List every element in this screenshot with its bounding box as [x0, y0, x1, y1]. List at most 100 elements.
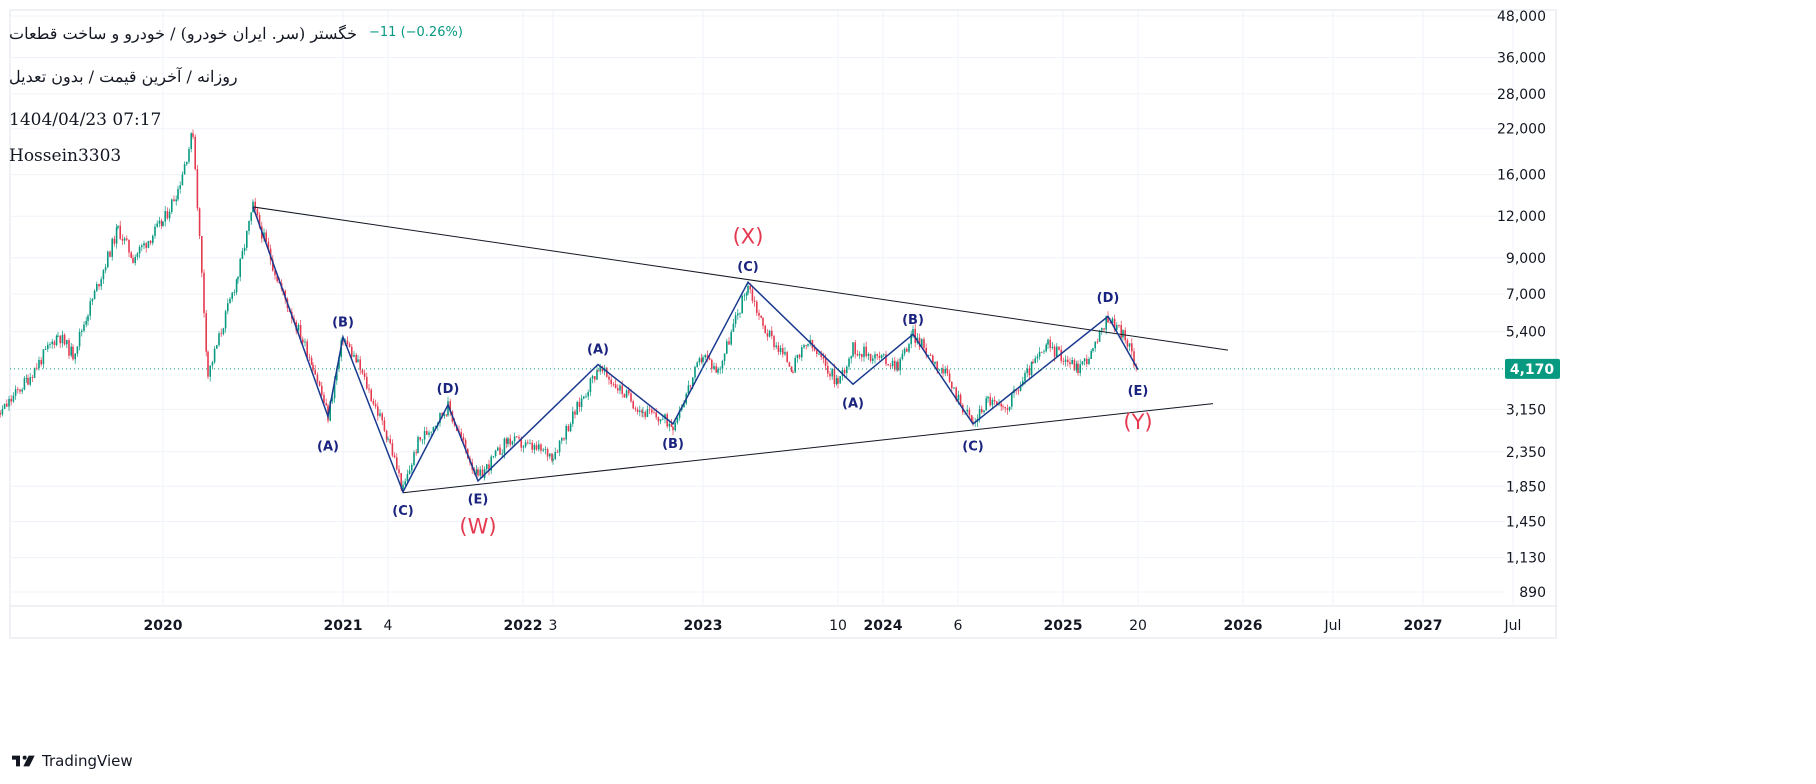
symbol-title[interactable]: خگستر (سر. ایران خودرو) / خودرو و ساخت ق…	[9, 24, 357, 43]
candle-up	[93, 290, 96, 300]
trendline[interactable]	[402, 403, 1214, 494]
candle-up	[734, 315, 737, 324]
candle-up	[1122, 330, 1124, 338]
wave-label: (E)	[1128, 384, 1149, 399]
candle-down	[546, 449, 549, 457]
candle-down	[370, 389, 372, 402]
candle-down	[351, 346, 353, 357]
candle-down	[400, 473, 402, 490]
candle-up	[1092, 348, 1094, 352]
triangle-trendlines[interactable]	[252, 206, 1229, 494]
candle-down	[706, 355, 709, 358]
candle-down	[1133, 351, 1135, 366]
elliott-wave-path[interactable]	[252, 206, 1139, 494]
time-tick-label: Jul	[1504, 618, 1522, 634]
candle-down	[535, 445, 538, 450]
candle-up	[745, 293, 748, 296]
candle-up	[1008, 406, 1011, 410]
candle-up	[8, 398, 10, 407]
candle-up	[434, 425, 437, 427]
wave-label: (E)	[468, 493, 489, 508]
candle-up	[867, 353, 870, 357]
chart-settings-subtitle: روزانه / آخرین قیمت / بدون تعدیل	[9, 67, 238, 86]
candle-up	[186, 161, 188, 165]
candle-down	[445, 414, 448, 416]
candle-down	[1131, 343, 1133, 352]
candle-up	[721, 360, 724, 369]
candle-up	[908, 344, 910, 352]
candle-down	[1118, 325, 1120, 326]
candle-down	[813, 348, 816, 351]
candle-up	[333, 380, 336, 399]
candle-up	[910, 333, 912, 345]
candle-down	[1103, 328, 1105, 330]
candle-up	[983, 410, 985, 413]
candle-up	[387, 438, 389, 440]
candle-up	[561, 438, 563, 441]
price-tick-label: 5,400	[1506, 325, 1546, 341]
trendline[interactable]	[252, 206, 1229, 351]
candle-down	[955, 387, 957, 401]
candle-up	[49, 344, 51, 345]
candle-up	[229, 298, 231, 304]
candle-up	[423, 430, 426, 440]
candle-down	[968, 409, 971, 416]
candle-up	[171, 199, 173, 212]
candle-up	[987, 396, 989, 399]
candle-down	[192, 133, 194, 137]
candle-up	[901, 353, 904, 360]
tradingview-brand[interactable]: TradingView	[12, 752, 133, 770]
candle-up	[336, 368, 338, 381]
candle-down	[1067, 359, 1069, 363]
candle-down	[948, 373, 951, 382]
candle-up	[297, 324, 300, 331]
candle-down	[166, 211, 169, 219]
candle-up	[211, 362, 214, 366]
candle-up	[803, 345, 805, 348]
candle-up	[1011, 392, 1013, 407]
candle-up	[713, 366, 715, 369]
candle-up	[522, 446, 525, 448]
candle-up	[183, 164, 186, 175]
candle-up	[558, 440, 561, 453]
candle-up	[1094, 341, 1096, 349]
candle-down	[762, 317, 764, 326]
time-axis[interactable]: 2020 2021 4 2022 3 2023 10 2024 6 2025 20 2026 Jul 20…	[144, 618, 1522, 634]
wave-label: (B)	[332, 315, 354, 330]
candle-up	[12, 395, 15, 402]
price-axis[interactable]: 48,000 36,000 28,000 22,000 16,000 12,000 9,00…	[1497, 9, 1560, 601]
wave-polyline[interactable]	[252, 206, 1139, 494]
candle-up	[659, 419, 662, 422]
candle-up	[896, 361, 898, 370]
candle-up	[775, 345, 777, 348]
last-price-label: 4,170	[1510, 362, 1555, 378]
candle-down	[1113, 318, 1116, 330]
candle-down	[10, 398, 12, 402]
candle-down	[993, 399, 996, 402]
candle-up	[1045, 344, 1047, 352]
candle-down	[608, 376, 610, 380]
candle-up	[61, 334, 64, 344]
candle-up	[147, 240, 150, 248]
candle-up	[102, 270, 105, 280]
candle-up	[883, 354, 885, 356]
candle-down	[308, 357, 311, 359]
chart-frame	[9, 9, 1557, 639]
candle-down	[889, 365, 892, 367]
candle-up	[76, 346, 79, 354]
candle-up	[227, 303, 229, 312]
candle-up	[921, 339, 923, 347]
candle-up	[741, 296, 743, 314]
candle-down	[756, 301, 758, 313]
candle-up	[304, 341, 306, 343]
candle-up	[664, 414, 666, 419]
candle-up	[164, 211, 166, 222]
snapshot-datetime: 1404/04/23 07:17	[9, 110, 162, 130]
candle-down	[72, 346, 74, 360]
candle-down	[1028, 368, 1031, 376]
candle-down	[869, 353, 872, 361]
candle-down	[820, 353, 822, 358]
candle-down	[220, 333, 222, 335]
candle-up	[511, 441, 514, 445]
